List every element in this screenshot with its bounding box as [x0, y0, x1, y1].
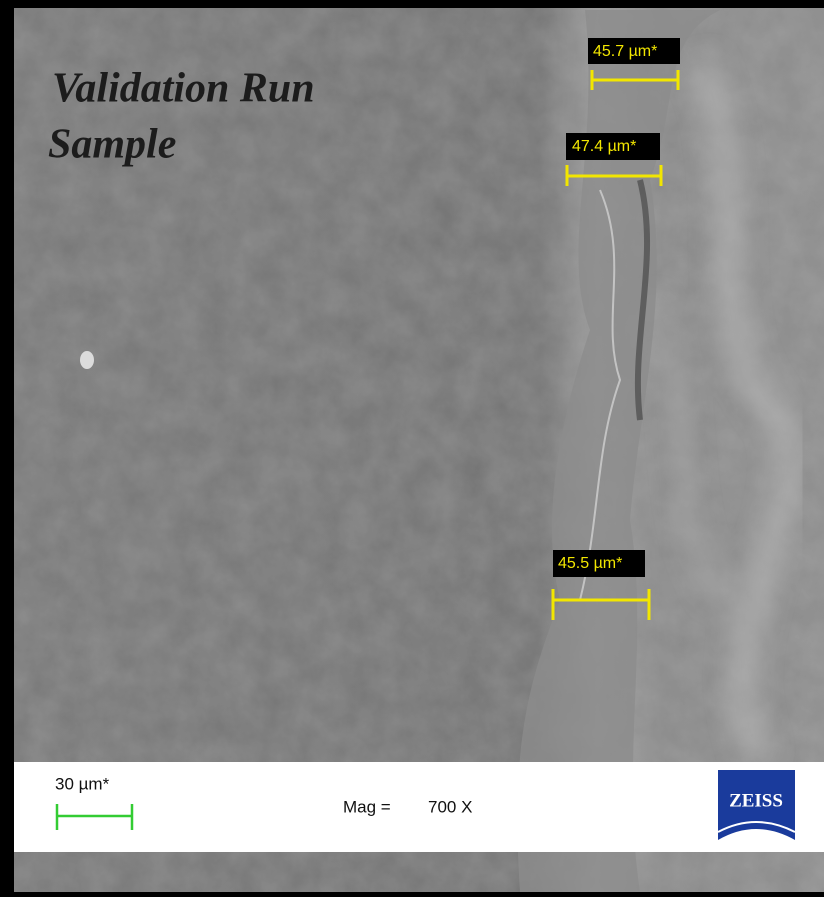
scale-label: 30 µm*	[55, 774, 110, 793]
logo-text: ZEISS	[729, 790, 783, 811]
measurement-label: 47.4 µm*	[572, 138, 636, 155]
page: Validation Run Sample 45.7 µm* 47.4 µm* …	[0, 0, 824, 892]
mag-value: 700 X	[428, 797, 472, 816]
sem-image: Validation Run Sample 45.7 µm* 47.4 µm* …	[0, 0, 824, 892]
measurement-label: 45.5 µm*	[558, 555, 622, 572]
title-line: Validation Run	[52, 66, 315, 112]
title-line: Sample	[48, 122, 176, 168]
measurement-label: 45.7 µm*	[593, 43, 657, 60]
mag-label: Mag =	[343, 797, 391, 816]
info-bar: 30 µm* Mag = 700 X ZEISS	[14, 762, 824, 852]
